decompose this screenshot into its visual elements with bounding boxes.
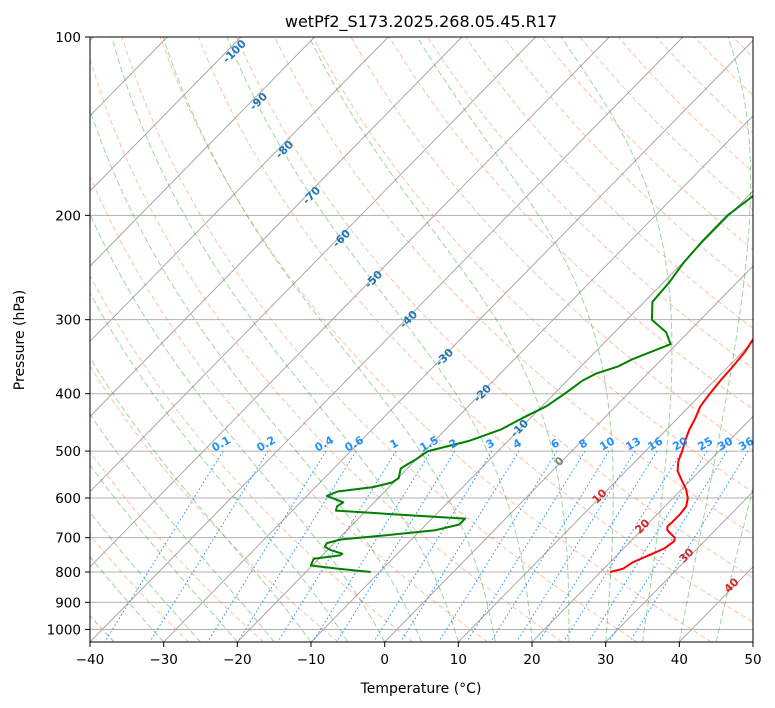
moist-adiabat <box>162 37 496 642</box>
dry-adiabat <box>236 37 753 579</box>
y-tick-label: 900 <box>55 595 81 611</box>
mixing-ratio-line <box>237 450 357 642</box>
y-tick-label: 200 <box>55 208 81 224</box>
y-tick-label: 600 <box>55 491 81 507</box>
moist-adiabat <box>90 413 275 642</box>
x-tick-label: 30 <box>597 652 614 668</box>
dry-adiabat <box>312 37 753 493</box>
mixing-ratio-line <box>149 450 269 642</box>
chart-title: wetPf2_S173.2025.268.05.45.R17 <box>285 12 557 32</box>
isotherm-line <box>384 265 753 642</box>
x-tick-label: −30 <box>149 652 178 668</box>
moist-adiabat <box>90 212 386 642</box>
y-tick-label: 400 <box>55 387 81 403</box>
dewpoint-profile-line <box>309 194 753 573</box>
isotherm-line <box>605 490 753 642</box>
x-axis-label: Temperature (°C) <box>360 681 482 697</box>
mixing-ratio-line <box>312 450 432 642</box>
dry-adiabat <box>503 37 753 290</box>
dry-adiabat <box>90 365 339 642</box>
isotherm-line <box>90 37 315 267</box>
background-lines <box>90 37 753 642</box>
x-tick-label: −40 <box>76 652 105 668</box>
temperature-profile-line <box>609 337 753 573</box>
isotherm-line <box>90 37 684 642</box>
moist-adiabat <box>560 37 673 642</box>
isotherm-line <box>163 39 753 642</box>
isotherm-line <box>90 37 610 568</box>
y-tick-label: 100 <box>55 30 81 46</box>
mixing-ratio-line <box>466 450 586 642</box>
x-tick-label: −10 <box>297 652 326 668</box>
isotherm-line <box>310 190 753 642</box>
series-layer <box>309 194 753 573</box>
dry-adiabat <box>159 37 712 642</box>
mixing-ratio-line <box>629 450 749 642</box>
mixing-ratio-line <box>400 450 520 642</box>
x-tick-label: 0 <box>380 652 389 668</box>
plot-area <box>90 37 753 642</box>
moist-adiabat <box>90 555 165 642</box>
mixing-ratio-line <box>563 450 683 642</box>
y-tick-label: 500 <box>55 444 81 460</box>
x-tick-label: −20 <box>223 652 252 668</box>
isotherm-line <box>90 37 463 418</box>
dry-adiabat <box>121 37 638 642</box>
dry-adiabat <box>90 533 190 642</box>
mixing-ratio-line <box>277 450 397 642</box>
isotherm-line <box>90 37 389 343</box>
mixing-ratio-line <box>336 450 456 642</box>
dry-adiabat <box>465 37 753 329</box>
dry-adiabat <box>90 274 414 642</box>
y-tick-label: 800 <box>55 565 81 581</box>
x-tick-label: 50 <box>744 652 761 668</box>
mixing-ratio-line <box>373 450 493 642</box>
isotherm-line <box>457 340 753 642</box>
moist-adiabat <box>226 37 533 642</box>
y-axis-label: Pressure (hPa) <box>12 290 28 390</box>
moist-adiabat <box>90 108 422 642</box>
x-tick-label: 40 <box>671 652 688 668</box>
mixing-ratio-line <box>490 450 610 642</box>
axis-layer: −40 −30 −20 −10 0 10 20 30 40 50 100 200 300 400 500 60… <box>47 30 762 668</box>
moist-adiabat <box>90 356 312 642</box>
y-tick-label: 700 <box>55 531 81 547</box>
mixing-ratio-line <box>438 450 558 642</box>
grid-layer <box>90 37 753 642</box>
isotherm-line <box>90 37 242 192</box>
mixing-ratio-line <box>538 450 658 642</box>
mixing-ratio-line <box>516 450 636 642</box>
isotherm-line <box>90 37 536 493</box>
moist-adiabat <box>90 511 201 642</box>
moist-adiabat <box>111 37 459 642</box>
moist-adiabat <box>308 37 570 642</box>
mixing-ratio-line <box>207 450 327 642</box>
x-tick-label: 20 <box>523 652 540 668</box>
y-tick-label: 300 <box>55 313 81 329</box>
mixing-ratio-line <box>588 450 708 642</box>
dry-adiabat <box>274 37 753 536</box>
dry-adiabat <box>197 37 753 623</box>
y-tick-label: 1000 <box>47 622 81 638</box>
moist-adiabat <box>90 464 238 642</box>
plot-frame <box>89 36 754 643</box>
isotherm-line <box>531 415 753 642</box>
dry-adiabat <box>388 37 753 410</box>
moist-adiabat <box>416 37 614 642</box>
x-tick-label: 10 <box>450 652 467 668</box>
mixing-ratio-line <box>104 450 224 642</box>
moist-adiabat <box>678 37 752 642</box>
